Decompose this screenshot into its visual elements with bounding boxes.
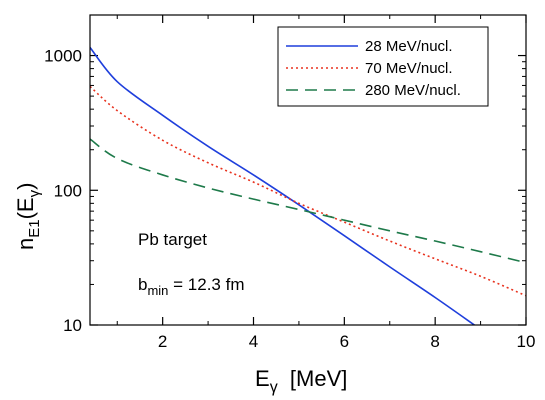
x-tick-label: 2 bbox=[158, 332, 167, 351]
legend-label-2: 70 MeV/nucl. bbox=[365, 60, 453, 77]
x-tick-label: 4 bbox=[249, 332, 258, 351]
series-line-2 bbox=[90, 85, 526, 297]
bmin-rest: = 12.3 fm bbox=[168, 275, 244, 294]
y-title-main: n bbox=[13, 238, 38, 250]
tick-labels: 2 4 6 8 10 10 100 1000 bbox=[44, 47, 535, 351]
y-tick-label: 10 bbox=[63, 316, 82, 335]
y-title-close: ) bbox=[13, 183, 38, 190]
x-tick-label: 8 bbox=[430, 332, 439, 351]
x-axis-title: Eγ [MeV] bbox=[255, 366, 347, 396]
series-line-1 bbox=[90, 46, 476, 325]
y-title-sub2: γ bbox=[26, 189, 43, 197]
x-title-rest: [MeV] bbox=[278, 366, 348, 391]
legend-entries: 28 MeV/nucl. 70 MeV/nucl. 280 MeV/nucl. bbox=[286, 38, 461, 99]
series-line-3 bbox=[90, 138, 526, 264]
bmin-sub: min bbox=[147, 283, 168, 298]
x-title-main: E bbox=[255, 366, 270, 391]
y-axis-title: nE1(Eγ) bbox=[13, 183, 43, 250]
x-tick-label: 6 bbox=[340, 332, 349, 351]
plot-frame bbox=[89, 14, 527, 326]
bmin-main: b bbox=[138, 275, 147, 294]
series-layer bbox=[90, 46, 526, 325]
legend: 28 MeV/nucl. 70 MeV/nucl. 280 MeV/nucl. bbox=[277, 26, 489, 107]
legend-label-1: 28 MeV/nucl. bbox=[365, 38, 453, 55]
y-tick-label: 1000 bbox=[44, 47, 82, 66]
y-title-open: (E bbox=[13, 197, 38, 219]
y-title-sub: E1 bbox=[26, 219, 43, 237]
annotation-target: Pb target bbox=[138, 230, 207, 249]
y-tick-label: 100 bbox=[54, 181, 82, 200]
x-tick-label: 10 bbox=[517, 332, 536, 351]
x-title-sub: γ bbox=[270, 379, 278, 396]
legend-box bbox=[277, 26, 489, 107]
annotation-bmin: bmin = 12.3 fm bbox=[138, 275, 245, 298]
legend-label-3: 280 MeV/nucl. bbox=[365, 82, 461, 99]
